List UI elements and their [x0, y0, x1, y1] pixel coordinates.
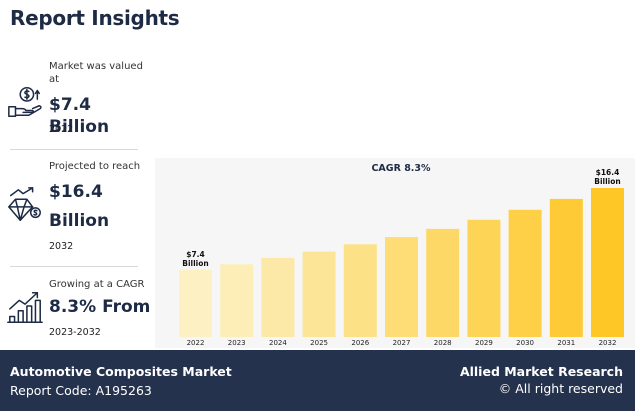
stats-panel: Market was valued at $7.4 Billion 2022 P…: [0, 56, 155, 348]
x-tick-label: 2029: [475, 339, 493, 347]
x-tick-label: 2022: [187, 339, 205, 347]
bar-2028: [426, 228, 460, 337]
bar-chart: CAGR 8.3% 2022 2023 2024 2025 2026 2027 2028 202…: [179, 163, 624, 347]
footer-copyright: © All right reserved: [498, 381, 623, 396]
x-tick-label: 2025: [310, 339, 328, 347]
stat-market-value: Market was valued at $7.4 Billion 2022: [0, 56, 148, 148]
x-tick-label: 2026: [351, 339, 369, 347]
footer-market-name: Automotive Composites Market: [10, 364, 232, 379]
bar-2023: [220, 264, 254, 337]
stat-year: 2022: [49, 124, 74, 135]
x-tick-label: 2032: [599, 339, 617, 347]
bar-2029: [467, 219, 501, 337]
stat-label: Market was valued at: [49, 61, 143, 85]
x-tick-label: 2030: [516, 339, 534, 347]
bar-2030: [508, 209, 542, 337]
x-tick-label: 2031: [557, 339, 575, 347]
stat-value: $16.4 Billion: [49, 182, 110, 231]
data-label: Billion: [182, 259, 209, 268]
page-title: Report Insights: [10, 6, 180, 30]
bar-2032: [591, 187, 624, 337]
stat-projected-value: Projected to reach $16.4 Billion 2032: [0, 156, 148, 266]
bar-2026: [343, 244, 377, 337]
footer-report-code: Report Code: A195263: [10, 383, 152, 398]
stat-year: 2023-2032: [49, 327, 101, 338]
bar-2027: [385, 237, 418, 337]
stat-value: $7.4 Billion: [49, 95, 110, 137]
data-label: $7.4: [186, 250, 205, 259]
cagr-annotation: CAGR 8.3%: [371, 163, 431, 174]
bar-growth-icon: [7, 291, 43, 323]
hand-money-icon: [8, 86, 42, 117]
bar-2022: [179, 269, 212, 337]
x-tick-label: 2024: [269, 339, 287, 347]
divider: [10, 149, 138, 150]
x-tick-label: 2027: [393, 339, 411, 347]
footer-brand: Allied Market Research: [459, 364, 623, 379]
diamond-growth-icon: [8, 187, 41, 221]
stat-cagr: Growing at a CAGR 8.3% From 2023-2032: [0, 274, 150, 348]
data-label: $16.4: [596, 168, 620, 177]
divider: [10, 266, 138, 267]
bar-2025: [302, 251, 336, 337]
stat-value: 8.3% From: [49, 297, 151, 317]
stat-label: Projected to reach: [49, 161, 141, 172]
bar-2024: [261, 257, 295, 337]
x-tick-label: 2023: [228, 339, 246, 347]
stat-year: 2032: [49, 241, 74, 252]
bar-2031: [549, 198, 583, 337]
x-tick-label: 2028: [434, 339, 452, 347]
stat-label: Growing at a CAGR: [49, 279, 145, 290]
footer-bar: [0, 350, 635, 411]
data-label: Billion: [594, 177, 621, 186]
